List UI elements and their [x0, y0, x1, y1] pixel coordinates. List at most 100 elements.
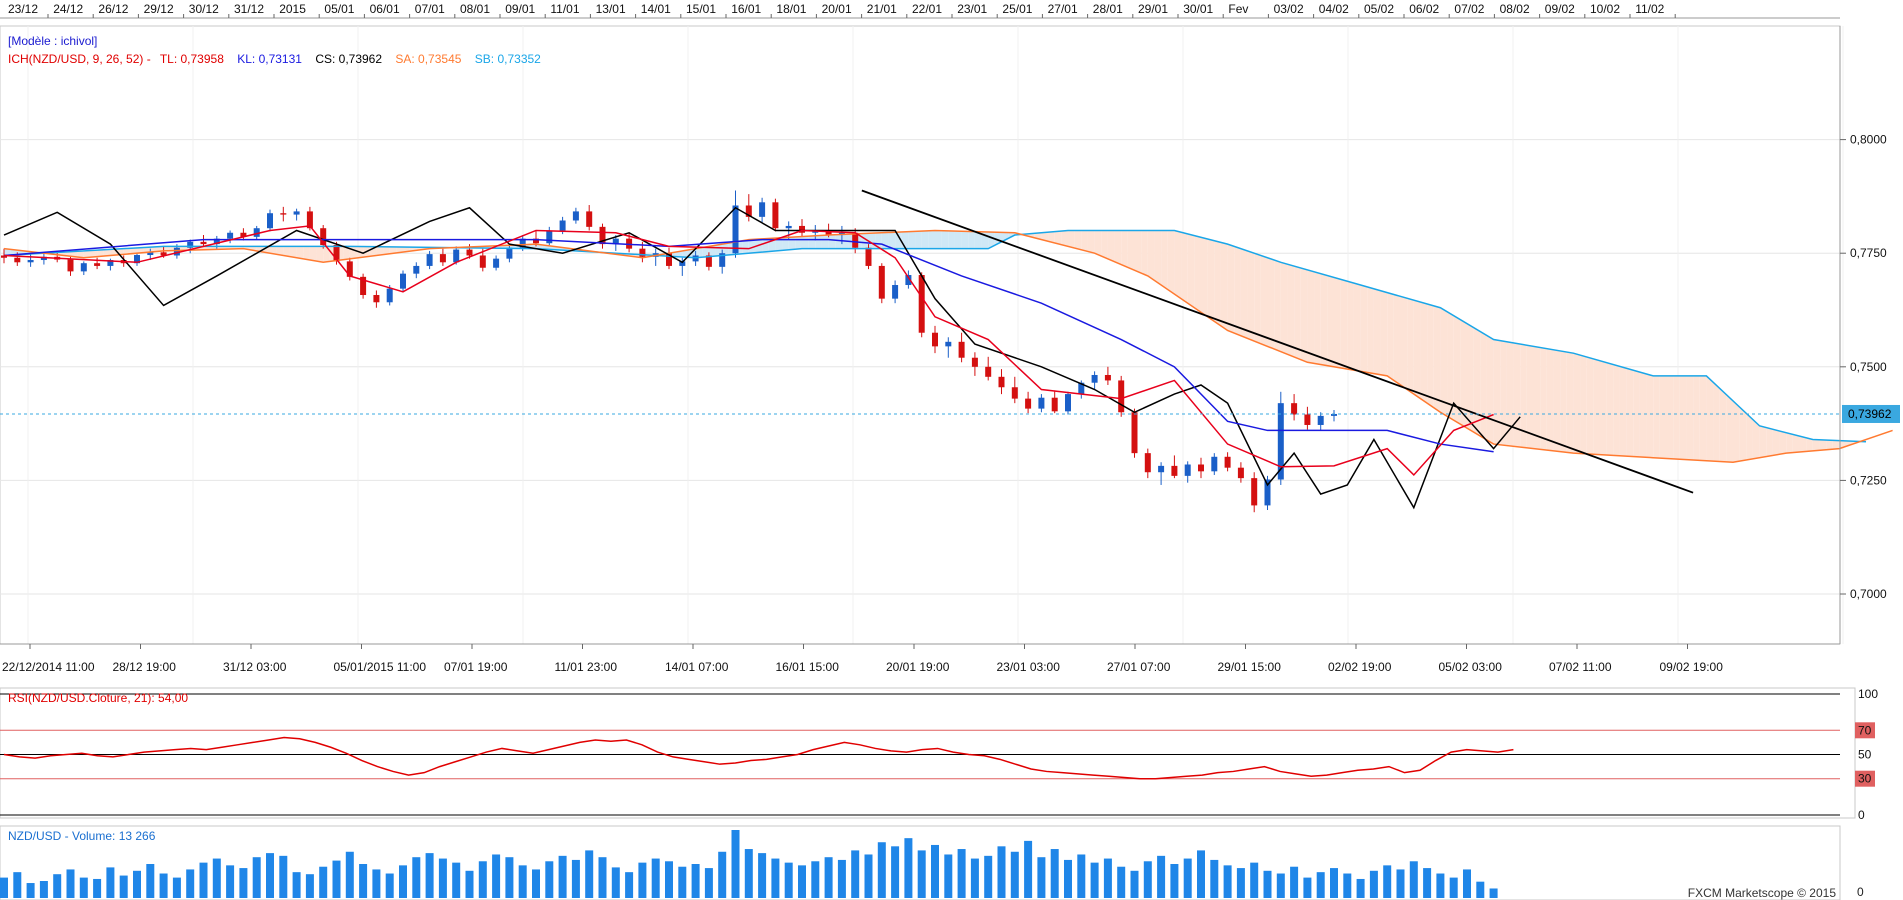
candle-body [400, 273, 406, 289]
cloud-segment [1699, 375, 1707, 461]
volume-bar [1436, 873, 1445, 898]
rsi-line [3, 736, 1514, 780]
candle [1317, 412, 1324, 431]
candle-body [134, 255, 140, 264]
cloud-segment [802, 236, 809, 249]
candle-body [732, 205, 739, 254]
sb-label: SB: 0,73352 [475, 52, 541, 66]
candle [200, 235, 207, 247]
volume-bar [1197, 850, 1205, 898]
candle-body [67, 259, 74, 272]
cloud-segment [1427, 303, 1434, 408]
candle-body [1025, 398, 1032, 409]
cloud-segment [1779, 430, 1787, 455]
top-date-label: 14/01 [641, 2, 671, 16]
candle-body [586, 211, 593, 227]
cloud-segment [1453, 315, 1461, 425]
volume-bar [824, 857, 833, 898]
cloud-segment [1300, 267, 1308, 363]
cloud-segment [1367, 286, 1374, 374]
cloud-segment [343, 246, 350, 260]
volume-panel[interactable]: NZD/USD - Volume: 13 266 0 FXCM Marketsc… [0, 825, 1864, 900]
candle-body [1104, 374, 1111, 381]
candle-body [1237, 467, 1244, 479]
candle-body [639, 248, 646, 257]
top-date-label: 29/12 [144, 2, 174, 16]
candle-body [1171, 465, 1178, 476]
cloud-segment [1227, 244, 1235, 334]
cloud-segment [1739, 407, 1747, 462]
candle-body [426, 254, 433, 266]
cloud-segment [1400, 296, 1408, 390]
volume-bar [399, 865, 407, 898]
candle [1131, 408, 1138, 458]
candle-body [240, 232, 247, 237]
cloud-segment [935, 230, 942, 249]
cloud-segment [303, 246, 310, 261]
cloud-segment [1693, 375, 1700, 461]
cloud-segment [1114, 230, 1122, 265]
price-tick-label: 0,7250 [1850, 473, 1887, 487]
candle [1224, 452, 1231, 472]
candle-body [333, 245, 340, 262]
cloud-segment [309, 246, 317, 262]
cloud-segment [10, 249, 18, 256]
volume-bar [571, 859, 580, 898]
top-date-label: Fev [1228, 2, 1248, 16]
cloud-segment [1573, 353, 1581, 454]
volume-bar [718, 851, 727, 898]
top-date-label: 10/02 [1590, 2, 1620, 16]
cloud-segment [1107, 230, 1115, 262]
price-panel[interactable]: 0,8000 0,7750 0,7500 0,7250 0,7000 0,73962 [M… [0, 25, 1903, 645]
cloud-segment [1447, 311, 1454, 421]
volume-bar [1050, 849, 1059, 898]
rsi-levels: 100 70 50 30 0 [0, 687, 1878, 822]
candle [572, 207, 579, 224]
cloud-segment [1101, 230, 1108, 259]
volume-bar [252, 857, 261, 898]
cloud-segment [1513, 342, 1521, 448]
cloud-segment [1154, 230, 1162, 286]
top-axis-bg [0, 0, 1903, 18]
top-date-label: 23/01 [957, 2, 987, 16]
volume-bar [79, 877, 88, 898]
top-date-label: 30/01 [1183, 2, 1213, 16]
volume-bar [931, 844, 939, 898]
candle-body [666, 253, 672, 266]
volume-bar [1489, 888, 1498, 898]
cloud-segment [1054, 231, 1062, 245]
candle-body [373, 295, 380, 303]
candle [253, 225, 260, 240]
cloud-segment [948, 230, 955, 249]
candle [1118, 375, 1125, 417]
candle-body [918, 275, 925, 333]
bottom-date-label: 23/01 03:00 [997, 660, 1061, 674]
cloud-segment [1533, 346, 1541, 450]
bottom-date-label: 29/01 15:00 [1218, 660, 1282, 674]
top-date-label: 28/01 [1093, 2, 1123, 16]
candle [40, 253, 47, 265]
top-date-label: 16/01 [731, 2, 761, 16]
volume-bar [1250, 862, 1259, 898]
cloud-segment [383, 246, 390, 255]
volume-bar [438, 858, 447, 898]
volume-bar [1396, 869, 1405, 898]
cloud-segment [1074, 230, 1082, 250]
volume-bar [0, 877, 8, 898]
cloud-segment [1719, 388, 1727, 462]
cloud-segment [130, 247, 137, 254]
candle [293, 208, 300, 221]
volume-bar [93, 878, 102, 898]
cloud-segment [83, 250, 91, 258]
bottom-date-label: 05/02 03:00 [1439, 660, 1503, 674]
volume-bar [691, 864, 700, 898]
volume-bar [917, 850, 926, 898]
sa-label: SA: 0,73545 [395, 52, 461, 66]
rsi-panel[interactable]: 100 70 50 30 0 RSI(NZD/USD.Cloture, 21): 54,… [0, 687, 1878, 822]
candle [360, 273, 367, 299]
cloud-segment [1486, 335, 1494, 445]
volume-bar [239, 868, 248, 898]
top-date-label: 26/12 [98, 2, 128, 16]
cloud-segment [1167, 230, 1175, 295]
cloud-segment [323, 246, 330, 263]
